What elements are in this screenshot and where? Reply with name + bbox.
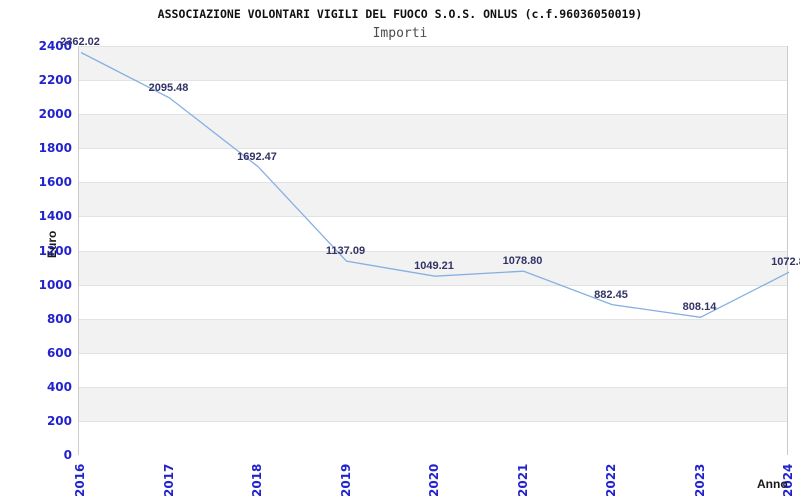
data-point-label: 2362.02 [60, 36, 100, 49]
data-point-label: 808.14 [682, 301, 717, 314]
gridline [79, 80, 787, 82]
gridline [79, 318, 787, 320]
y-tick-label: 200 [46, 413, 72, 428]
x-axis-title: Anno [757, 477, 788, 491]
gridline [79, 284, 787, 286]
gridline [79, 250, 787, 252]
gridline [79, 420, 787, 422]
x-tick-label: 2019 [338, 463, 353, 497]
y-tick-label: 800 [46, 311, 72, 326]
chart-title: ASSOCIAZIONE VOLONTARI VIGILI DEL FUOCO … [157, 7, 643, 21]
plot-band [79, 318, 787, 353]
plot-band [79, 420, 787, 455]
x-tick-label: 2020 [427, 463, 441, 497]
gridline [79, 148, 787, 150]
y-tick-label: 1800 [38, 141, 72, 156]
y-tick-label: 2400 [38, 39, 72, 53]
gridline [79, 386, 787, 388]
y-tick-label: 2000 [38, 107, 72, 122]
plot-band [79, 46, 787, 81]
plot-band [79, 148, 787, 183]
data-point-label: 1137.09 [325, 245, 366, 258]
y-tick-label: 1600 [38, 175, 72, 190]
y-tick-label: 1200 [38, 243, 72, 258]
gridline [79, 352, 787, 354]
x-tick-label: 2016 [73, 463, 87, 497]
y-tick-label: 1000 [38, 277, 72, 292]
data-point-label: 1692.47 [237, 150, 277, 163]
data-point-label: 1078.80 [502, 255, 543, 268]
series-line [80, 51, 790, 318]
plot-band [79, 250, 787, 285]
gridline [79, 46, 787, 47]
data-point-label: 882.45 [594, 288, 628, 301]
y-tick-label: 600 [46, 345, 72, 360]
gridline [79, 216, 787, 218]
y-tick-label: 0 [63, 448, 72, 462]
y-axis-title: Euro [45, 230, 59, 258]
x-tick-label: 2022 [604, 463, 618, 497]
x-tick-label: 2023 [692, 463, 707, 497]
data-point-label: 1072.8 [771, 256, 800, 269]
y-tick-label: 2200 [38, 73, 72, 88]
x-tick-label: 2017 [161, 463, 176, 497]
chart-subtitle: Importi [372, 26, 428, 41]
series-line-svg [80, 51, 790, 318]
plot-band [79, 80, 787, 115]
data-point-label: 1049.21 [414, 260, 454, 273]
plot-band [79, 182, 787, 217]
gridline [79, 182, 787, 184]
plot-band [79, 352, 787, 387]
plot-area [78, 46, 790, 455]
y-tick-label: 400 [46, 379, 72, 394]
y-tick-label: 1400 [38, 209, 72, 224]
plot-band [79, 386, 787, 421]
data-point-label: 2095.48 [148, 81, 189, 94]
plot-band [79, 216, 787, 251]
gridline [79, 114, 787, 116]
x-tick-label: 2021 [515, 463, 530, 497]
x-tick-label: 2018 [250, 463, 264, 497]
